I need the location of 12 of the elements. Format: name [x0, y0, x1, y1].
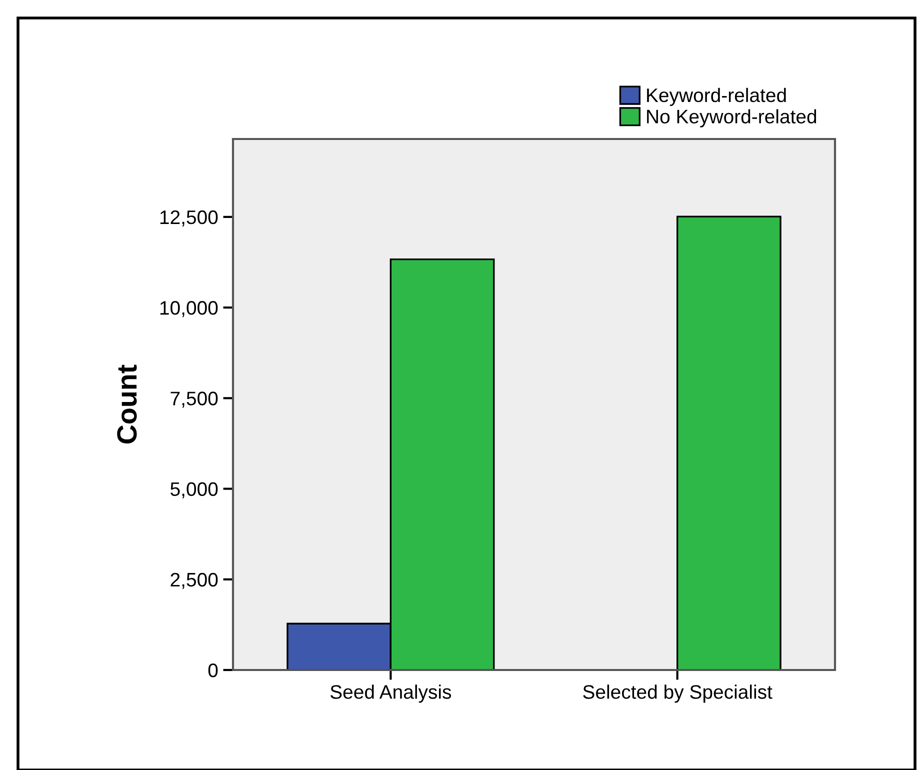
x-tick-label: Seed Analysis	[330, 684, 452, 703]
y-tick-label: 12,500	[160, 210, 218, 226]
y-tick-label: 5,000	[170, 482, 218, 498]
legend-label: Keyword-related	[647, 88, 786, 106]
legend-label: No Keyword-related	[647, 109, 816, 128]
x-tick-label: Selected by Specialist	[583, 684, 772, 703]
y-tick-label: 7,500	[170, 392, 218, 408]
y-tick-label: 2,500	[170, 572, 218, 589]
y-tick-label: 0	[208, 663, 218, 678]
y-axis-title: Count	[117, 364, 137, 444]
y-tick-label: 10,000	[160, 301, 218, 318]
bar	[676, 216, 782, 670]
